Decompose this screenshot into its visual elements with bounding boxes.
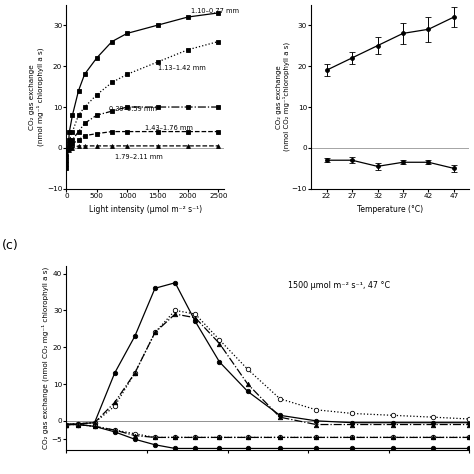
- Text: 1.79–2.11 mm: 1.79–2.11 mm: [115, 154, 163, 160]
- Text: 1.43–1.76 mm: 1.43–1.76 mm: [146, 125, 193, 131]
- Text: 0.39–0.59 mm: 0.39–0.59 mm: [109, 106, 157, 112]
- Text: 1.10–0.77 mm: 1.10–0.77 mm: [191, 8, 239, 14]
- X-axis label: Temperature (°C): Temperature (°C): [357, 205, 423, 214]
- X-axis label: Light intensity (μmol m⁻² s⁻¹): Light intensity (μmol m⁻² s⁻¹): [89, 205, 202, 214]
- Y-axis label: CO₂ gas exchange (nmol CO₂ mg⁻¹ chlorophyll a s): CO₂ gas exchange (nmol CO₂ mg⁻¹ chloroph…: [41, 267, 49, 449]
- Text: 1.13–1.42 mm: 1.13–1.42 mm: [157, 65, 205, 71]
- Text: (c): (c): [2, 239, 19, 252]
- Text: 1500 μmol m⁻² s⁻¹, 47 °C: 1500 μmol m⁻² s⁻¹, 47 °C: [288, 281, 390, 290]
- Y-axis label: CO₂ gas exchange
(nmol CO₂ mg⁻¹chlorophyll a s): CO₂ gas exchange (nmol CO₂ mg⁻¹chlorophy…: [275, 42, 291, 151]
- Y-axis label: CO₂ gas exchange
(nmol mg⁻¹ chlorophyll a s): CO₂ gas exchange (nmol mg⁻¹ chlorophyll …: [29, 47, 44, 146]
